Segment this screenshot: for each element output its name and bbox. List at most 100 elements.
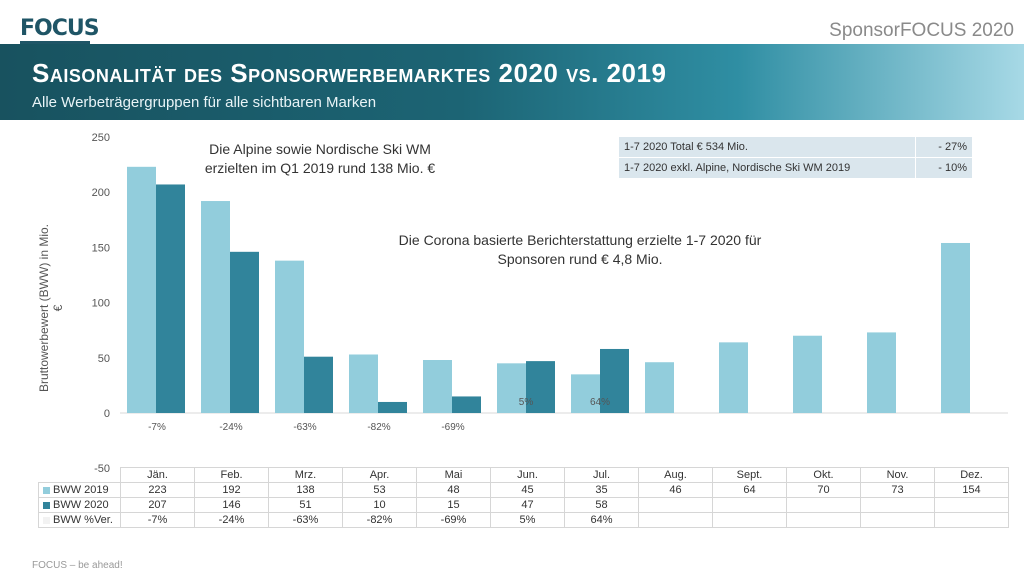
table-cell: -7%	[120, 512, 195, 528]
corona-annotation-line1: Die Corona basierte Berichterstattung er…	[398, 232, 762, 248]
series-name: BWW 2020	[53, 499, 109, 511]
table-header-row: Jän. Feb. Mrz. Apr. Mai Jun. Jul. Aug. Sept. Okt.…	[39, 467, 1009, 483]
table-cell: 192	[194, 482, 269, 498]
bar-bww-2019	[719, 342, 748, 413]
table-cell: 45	[490, 482, 565, 498]
table-cell: 223	[120, 482, 195, 498]
table-cell: 154	[934, 482, 1009, 498]
month-header: Aug.	[638, 467, 713, 483]
table-cell: 53	[342, 482, 417, 498]
month-header: Jän.	[120, 467, 195, 483]
month-header: Mai	[416, 467, 491, 483]
table-cell	[934, 512, 1009, 528]
table-cell: -69%	[416, 512, 491, 528]
table-cell: 64	[712, 482, 787, 498]
table-row: BWW %Ver. -7% -24% -63% -82% -69% 5% 64%	[38, 512, 1009, 528]
table-cell: -24%	[194, 512, 269, 528]
table-row: BWW 2020 207 146 51 10 15 47 58	[38, 497, 1009, 513]
y-tick-label: 100	[92, 298, 110, 310]
month-header: Dez.	[934, 467, 1009, 483]
bar-bww-2019	[423, 360, 452, 413]
corona-annotation-line2: Sponsoren rund € 4,8 Mio.	[497, 251, 663, 267]
table-cell	[638, 497, 713, 513]
focus-logo: FOCUS	[14, 10, 100, 48]
month-header: Mrz.	[268, 467, 343, 483]
y-tick-label: 250	[92, 132, 110, 144]
logo-text: FOCUS	[20, 16, 100, 41]
data-table: Jän. Feb. Mrz. Apr. Mai Jun. Jul. Aug. Sept. Okt.…	[38, 467, 1009, 528]
y-tick-label: -50	[94, 463, 110, 475]
bar-bww-2020	[378, 401, 407, 413]
summary-row: 1-7 2020 Total € 534 Mio. - 27%	[618, 136, 973, 158]
bar-bww-2019	[127, 166, 156, 413]
bar-bww-2019	[349, 354, 378, 413]
table-cell: 47	[490, 497, 565, 513]
logo-underline	[20, 41, 90, 44]
table-cell: 48	[416, 482, 491, 498]
legend-key	[43, 501, 50, 509]
series-label: BWW %Ver.	[38, 512, 121, 528]
table-cell: 58	[564, 497, 639, 513]
y-tick-label: 0	[104, 408, 110, 420]
table-cell	[786, 512, 861, 528]
summary-label: 1-7 2020 exkl. Alpine, Nordische Ski WM …	[618, 157, 916, 179]
summary-table: 1-7 2020 Total € 534 Mio. - 27% 1-7 2020…	[618, 136, 973, 179]
corona-annotation: Die Corona basierte Berichterstattung er…	[360, 231, 800, 269]
page-title: Saisonalität des Sponsorwerbemarktes 202…	[32, 58, 667, 88]
table-cell: 10	[342, 497, 417, 513]
table-cell: -63%	[268, 512, 343, 528]
month-header: Sept.	[712, 467, 787, 483]
summary-row: 1-7 2020 exkl. Alpine, Nordische Ski WM …	[618, 157, 973, 179]
legend-key	[43, 486, 50, 494]
table-cell: 51	[268, 497, 343, 513]
summary-value: - 27%	[915, 136, 973, 158]
title-banner: Saisonalität des Sponsorwerbemarktes 202…	[0, 44, 1024, 120]
month-header: Jun.	[490, 467, 565, 483]
summary-value: - 10%	[915, 157, 973, 179]
series-label: BWW 2020	[38, 497, 121, 513]
series-label: BWW 2019	[38, 482, 121, 498]
y-tick-label: 50	[98, 353, 110, 365]
table-cell: 35	[564, 482, 639, 498]
month-header: Apr.	[342, 467, 417, 483]
percent-change-label: -24%	[219, 422, 242, 433]
table-cell: -82%	[342, 512, 417, 528]
table-cell: 73	[860, 482, 935, 498]
ski-annotation: Die Alpine sowie Nordische Ski WM erziel…	[180, 140, 460, 178]
bar-bww-2019	[497, 363, 526, 413]
bar-bww-2020	[304, 356, 333, 413]
month-header: Okt.	[786, 467, 861, 483]
table-cell	[786, 497, 861, 513]
summary-label: 1-7 2020 Total € 534 Mio.	[618, 136, 916, 158]
table-cell: 15	[416, 497, 491, 513]
table-cell	[712, 497, 787, 513]
table-corner	[39, 468, 121, 483]
y-tick-label: 150	[92, 242, 110, 254]
ski-annotation-line2: erzielten im Q1 2019 rund 138 Mio. €	[204, 160, 436, 176]
table-cell	[934, 497, 1009, 513]
y-tick-label: 200	[92, 187, 110, 199]
series-name: BWW %Ver.	[53, 514, 113, 526]
table-cell: 146	[194, 497, 269, 513]
bar-bww-2019	[941, 242, 970, 413]
series-name: BWW 2019	[53, 484, 109, 496]
percent-change-label: 64%	[590, 397, 610, 408]
month-header: Nov.	[860, 467, 935, 483]
percent-change-label: -63%	[293, 422, 316, 433]
percent-change-label: -69%	[441, 422, 464, 433]
bar-bww-2019	[275, 260, 304, 413]
table-cell	[638, 512, 713, 528]
table-cell: 46	[638, 482, 713, 498]
bar-bww-2019	[793, 335, 822, 413]
ski-annotation-line1: Die Alpine sowie Nordische Ski WM	[209, 141, 431, 157]
table-cell: 5%	[490, 512, 565, 528]
legend-key	[43, 516, 50, 524]
bar-bww-2020	[526, 361, 555, 413]
table-cell	[860, 497, 935, 513]
bar-bww-2020	[600, 348, 629, 413]
bar-bww-2019	[201, 201, 230, 413]
month-header: Jul.	[564, 467, 639, 483]
percent-change-label: -7%	[148, 422, 166, 433]
bar-bww-2019	[867, 332, 896, 413]
